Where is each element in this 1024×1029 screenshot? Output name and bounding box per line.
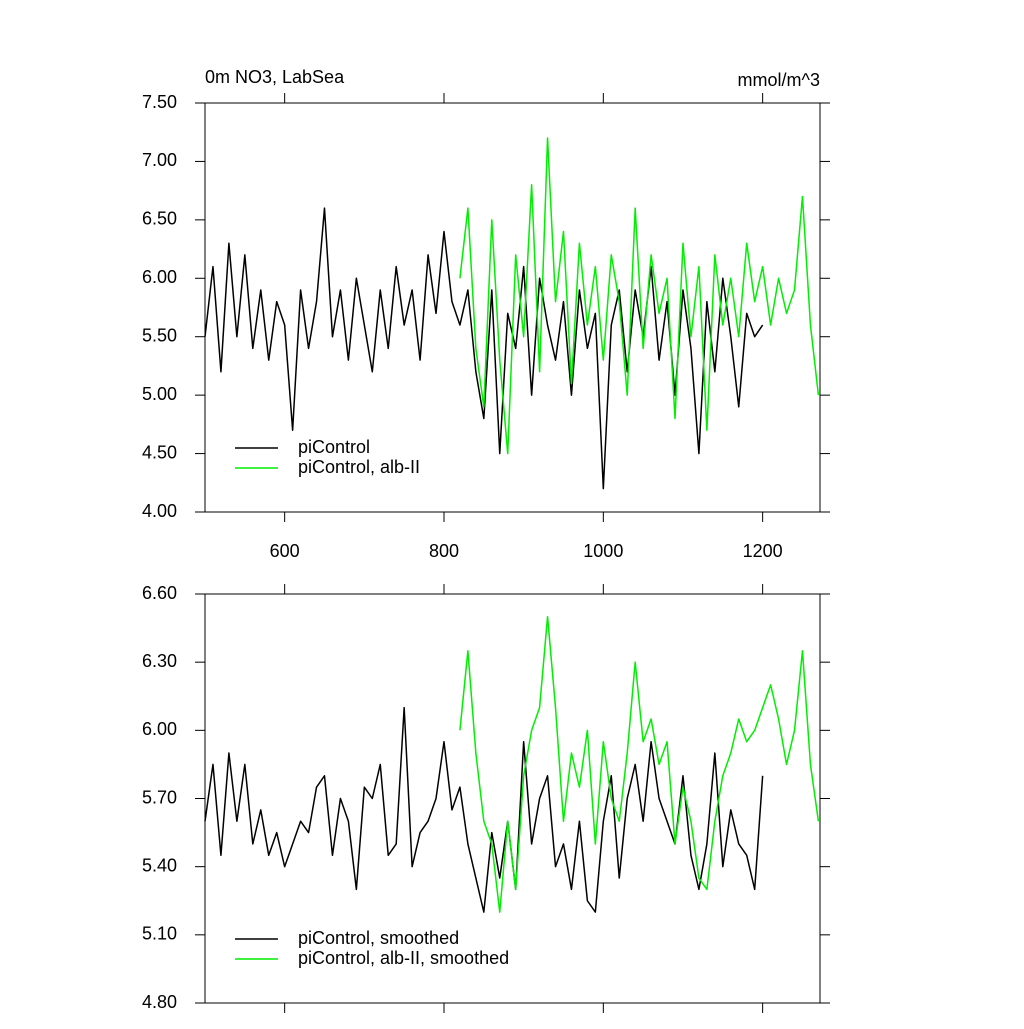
series-line — [204, 706, 764, 913]
legend-label: piControl, smoothed — [298, 928, 459, 948]
y-tick-label: 4.50 — [142, 442, 177, 462]
series-line — [204, 207, 764, 490]
x-tick-label: 600 — [270, 541, 300, 561]
y-tick-label: 5.00 — [142, 384, 177, 404]
y-tick-label: 7.00 — [142, 150, 177, 170]
plot-frame — [204, 593, 821, 1004]
y-tick-label: 5.70 — [142, 787, 177, 807]
y-tick-label: 5.10 — [142, 924, 177, 944]
legend-label: piControl, alb-II, smoothed — [298, 948, 509, 968]
y-tick-label: 6.00 — [142, 719, 177, 739]
legend-label: piControl — [298, 437, 370, 457]
legend-label: piControl, alb-II — [298, 457, 420, 477]
series-line — [459, 137, 820, 455]
units-label: mmol/m^3 — [738, 70, 820, 90]
chart-title: 0m NO3, LabSea — [205, 67, 345, 87]
y-tick-label: 5.40 — [142, 855, 177, 875]
y-tick-label: 4.00 — [142, 501, 177, 521]
y-tick-label: 6.60 — [142, 583, 177, 603]
y-tick-label: 6.30 — [142, 651, 177, 671]
y-tick-label: 5.50 — [142, 325, 177, 345]
plot-frame — [204, 102, 821, 513]
y-tick-label: 6.50 — [142, 209, 177, 229]
series-line — [459, 615, 820, 913]
y-tick-label: 6.00 — [142, 267, 177, 287]
y-tick-label: 7.50 — [142, 92, 177, 112]
x-tick-label: 1200 — [743, 541, 783, 561]
x-tick-label: 800 — [429, 541, 459, 561]
y-tick-label: 4.80 — [142, 992, 177, 1012]
x-tick-label: 1000 — [583, 541, 623, 561]
